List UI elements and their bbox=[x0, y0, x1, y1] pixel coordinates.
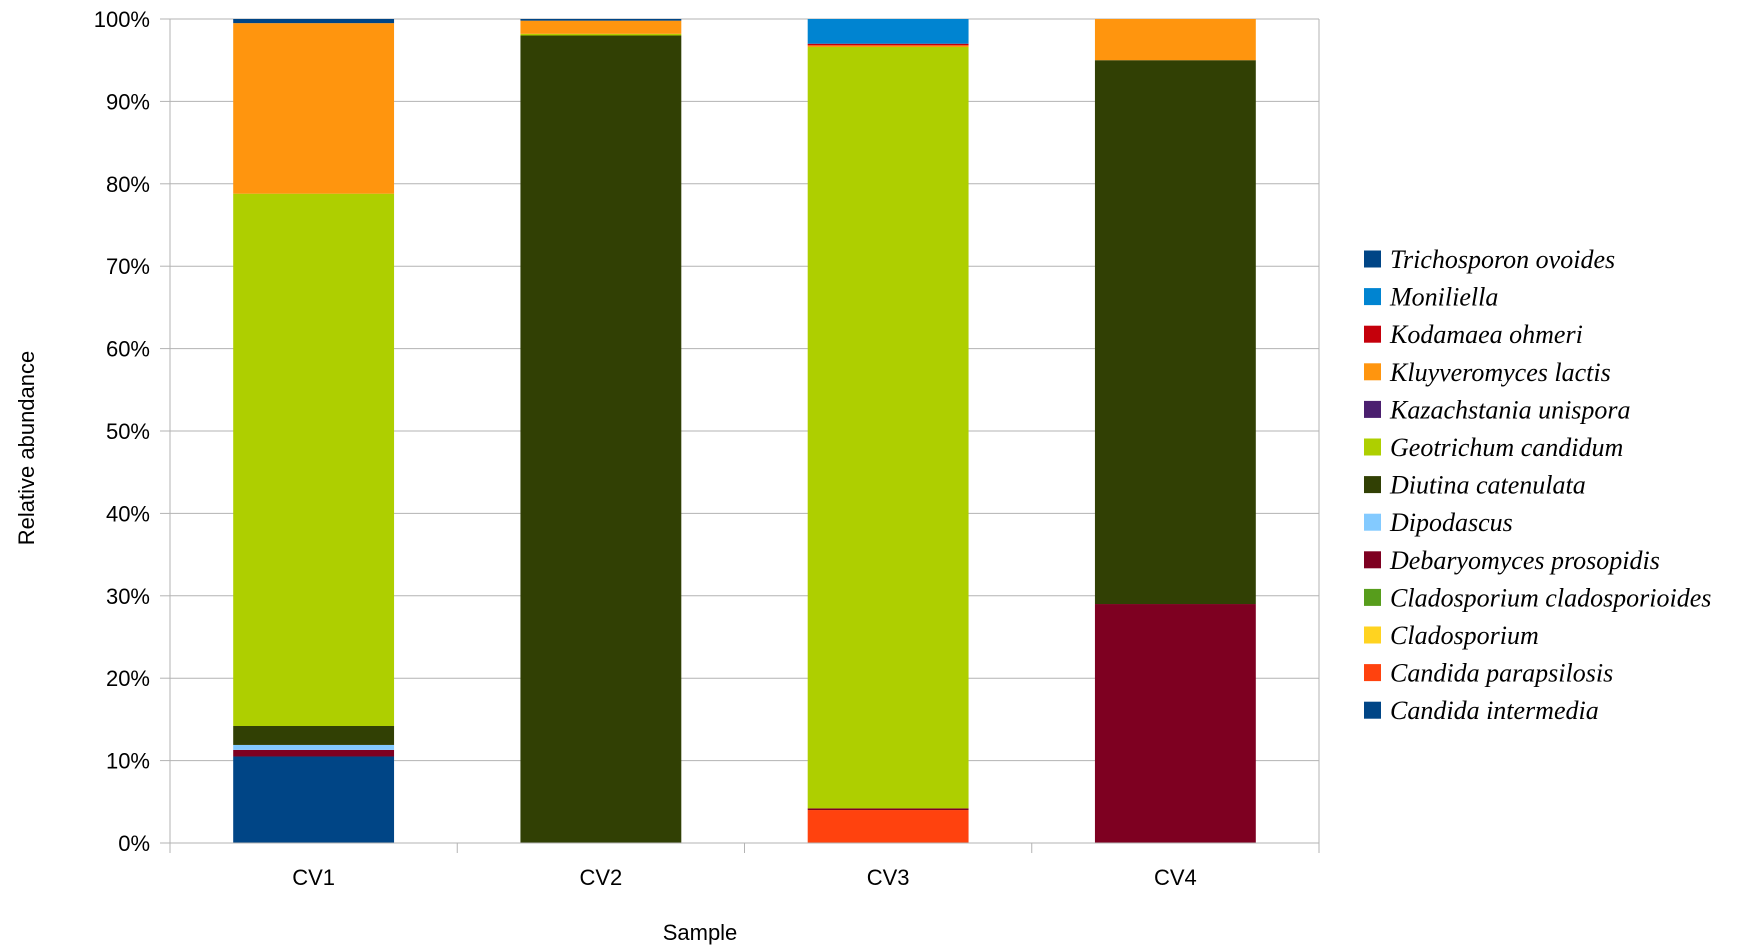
x-tick-label: CV1 bbox=[292, 865, 335, 890]
legend-swatch bbox=[1364, 664, 1381, 682]
legend-label: Candida intermedia bbox=[1390, 696, 1599, 725]
bar-segment bbox=[233, 749, 395, 757]
y-tick-label: 90% bbox=[106, 89, 150, 114]
legend: Trichosporon ovoides Moniliella Kodamaea o… bbox=[1364, 245, 1711, 725]
legend-label: Geotrichum candidum bbox=[1390, 433, 1623, 462]
bar-segment bbox=[807, 43, 969, 46]
bar-segment bbox=[233, 19, 395, 24]
legend-swatch bbox=[1364, 400, 1381, 418]
bar-segment bbox=[807, 19, 969, 44]
axes: 0% 10% 20% 30% 40% 50% 60% 70% 80% 90% 100% CV1 CV2 C… bbox=[94, 7, 1320, 890]
legend-swatch bbox=[1364, 476, 1381, 494]
legend-swatch bbox=[1364, 250, 1381, 268]
bar-segment bbox=[520, 19, 682, 21]
legend-swatch bbox=[1364, 438, 1381, 456]
bar-segment bbox=[233, 193, 395, 726]
bar-segment bbox=[807, 808, 969, 811]
bar-segment bbox=[520, 20, 682, 34]
y-tick-label: 100% bbox=[94, 7, 150, 32]
legend-swatch bbox=[1364, 513, 1381, 531]
bar-segment bbox=[233, 23, 395, 194]
bar-segment bbox=[520, 35, 682, 844]
bar-segment bbox=[233, 756, 395, 843]
bar-segment bbox=[1094, 60, 1256, 605]
legend-label: Candida parapsilosis bbox=[1390, 659, 1613, 688]
x-tick-label: CV3 bbox=[867, 865, 910, 890]
y-tick-label: 40% bbox=[106, 501, 150, 526]
bar-segment bbox=[807, 45, 969, 48]
legend-label: Moniliella bbox=[1389, 283, 1498, 312]
bar-segment bbox=[520, 33, 682, 36]
bar-segment bbox=[1094, 19, 1256, 61]
legend-label: Kazachstania unispora bbox=[1389, 395, 1631, 424]
y-tick-label: 70% bbox=[106, 254, 150, 279]
legend-swatch bbox=[1364, 701, 1381, 719]
legend-swatch bbox=[1364, 551, 1381, 569]
y-tick-label: 60% bbox=[106, 337, 150, 362]
legend-swatch bbox=[1364, 588, 1381, 606]
y-tick-label: 0% bbox=[118, 831, 150, 856]
bar-segment bbox=[233, 744, 395, 750]
bar-segment bbox=[1094, 604, 1256, 843]
legend-label: Cladosporium cladosporioides bbox=[1390, 583, 1711, 612]
legend-label: Diutina catenulata bbox=[1389, 471, 1586, 500]
bars bbox=[233, 19, 1256, 844]
x-tick-label: CV4 bbox=[1154, 865, 1197, 890]
y-axis-title: Relative abundance bbox=[14, 351, 39, 545]
bar-segment bbox=[233, 725, 395, 745]
legend-label: Kodamaea ohmeri bbox=[1389, 320, 1583, 349]
legend-swatch bbox=[1364, 288, 1381, 306]
legend-swatch bbox=[1364, 626, 1381, 644]
y-tick-label: 20% bbox=[106, 666, 150, 691]
legend-label: Debaryomyces prosopidis bbox=[1389, 546, 1660, 575]
legend-label: Trichosporon ovoides bbox=[1390, 245, 1615, 274]
y-tick-label: 50% bbox=[106, 419, 150, 444]
legend-swatch bbox=[1364, 363, 1381, 381]
legend-swatch bbox=[1364, 325, 1381, 343]
legend-label: Dipodascus bbox=[1389, 508, 1513, 537]
x-axis-title: Sample bbox=[663, 920, 738, 945]
y-tick-label: 80% bbox=[106, 172, 150, 197]
y-tick-label: 10% bbox=[106, 749, 150, 774]
legend-label: Cladosporium bbox=[1390, 621, 1539, 650]
bar-segment bbox=[807, 810, 969, 843]
legend-label: Kluyveromyces lactis bbox=[1389, 358, 1611, 387]
x-tick-label: CV2 bbox=[579, 865, 622, 890]
y-tick-label: 30% bbox=[106, 584, 150, 609]
bar-segment bbox=[807, 47, 969, 809]
